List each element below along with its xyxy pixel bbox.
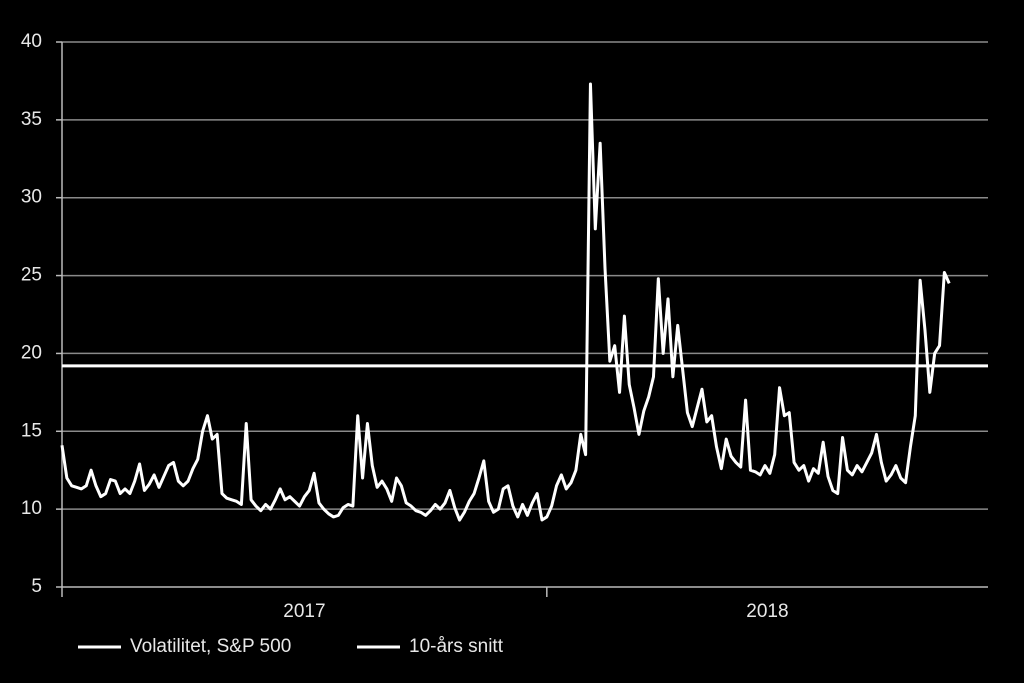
y-tick-label: 40 [21, 31, 42, 52]
y-tick-label: 25 [21, 265, 42, 286]
y-tick-label: 10 [21, 498, 42, 519]
y-tick-label: 15 [21, 420, 42, 441]
x-tick-label: 2017 [283, 601, 325, 622]
y-tick-label: 20 [21, 342, 42, 363]
y-tick-label: 5 [31, 576, 42, 597]
legend-label: Volatilitet, S&P 500 [130, 636, 291, 657]
y-tick-label: 35 [21, 109, 42, 130]
legend-label: 10-års snitt [409, 636, 504, 657]
x-tick-label: 2018 [746, 601, 788, 622]
y-tick-label: 30 [21, 187, 42, 208]
data-line [60, 82, 951, 522]
